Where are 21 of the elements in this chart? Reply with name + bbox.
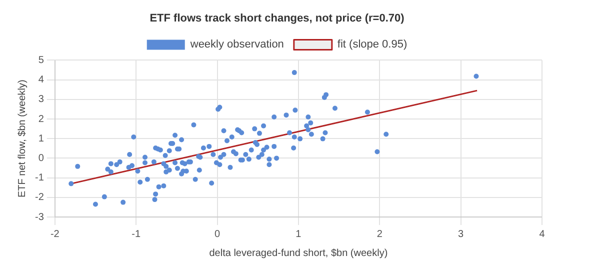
y-tick-label: 5 <box>38 54 44 66</box>
x-tick-label: -1 <box>132 228 141 240</box>
y-tick-label: 0 <box>38 152 44 164</box>
y-tick-label: 1 <box>38 133 44 144</box>
x-tick-label: 4 <box>539 228 546 240</box>
x-tick-label: 2 <box>376 228 383 240</box>
x-tick-label: 1 <box>296 228 302 240</box>
y-tick-label: -3 <box>34 212 44 223</box>
legend-label: fit (slope 0.95) <box>337 38 408 51</box>
x-tick-label: 0 <box>214 228 220 240</box>
x-tick-label: 3 <box>458 228 464 240</box>
y-tick-label: 2 <box>38 114 44 125</box>
x-tick-label: -2 <box>50 228 60 240</box>
x-axis-title: delta leveraged-fund short, $bn (weekly) <box>209 248 388 259</box>
y-axis-title: ETF net flow, $bn (weekly) <box>16 80 28 198</box>
chart-title: ETF flows track short changes, not price (r=0.70) <box>150 12 405 25</box>
y-tick-label: 3 <box>38 94 44 106</box>
y-tick-label: -2 <box>34 192 44 204</box>
y-tick-label: 4 <box>38 74 44 86</box>
legend-label: weekly observation <box>189 38 284 51</box>
y-tick-label: -1 <box>34 172 44 184</box>
